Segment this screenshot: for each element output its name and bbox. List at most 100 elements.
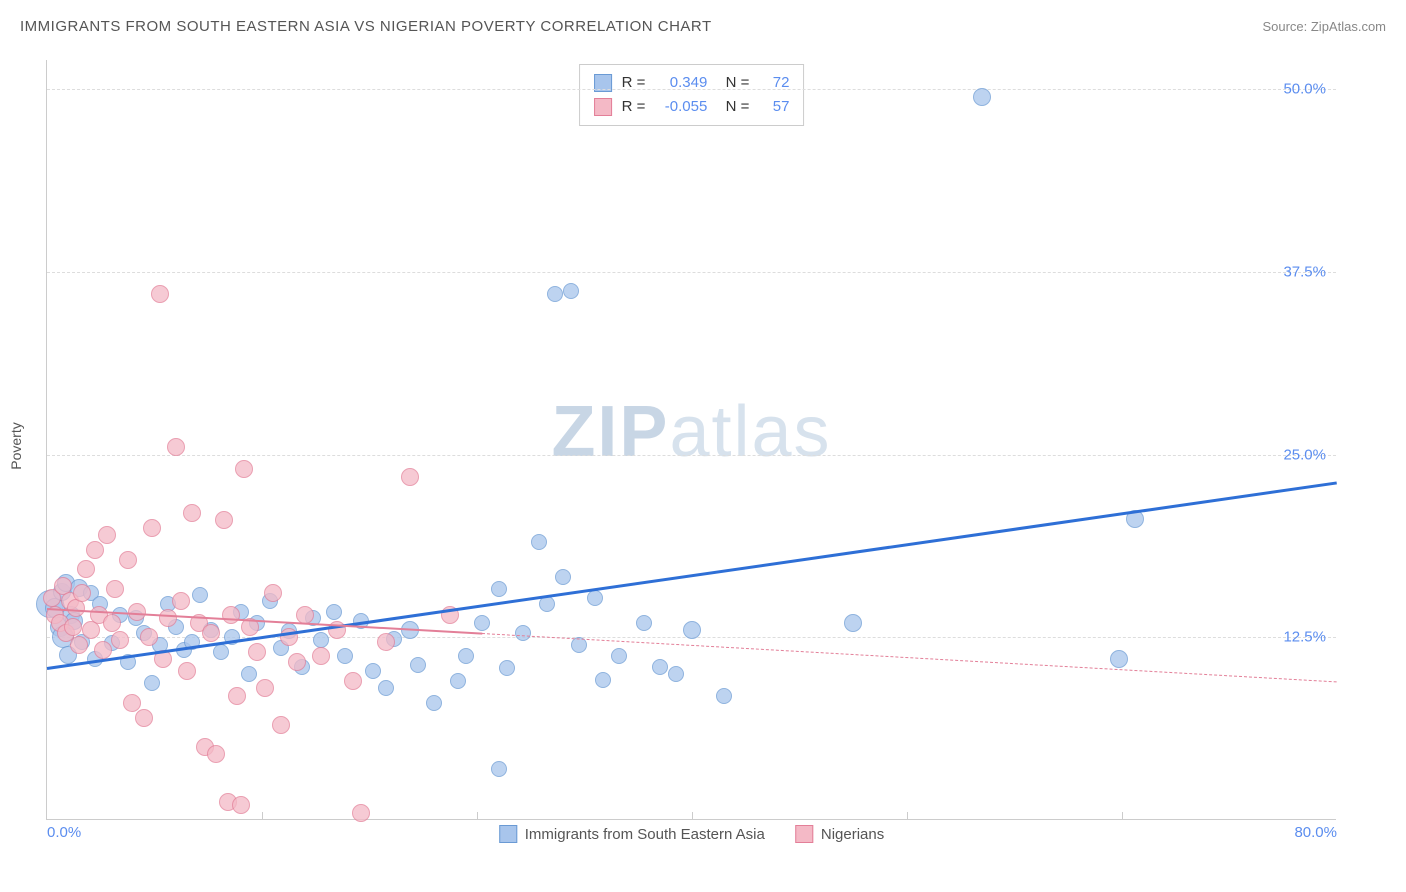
scatter-point-nigerians bbox=[167, 438, 185, 456]
scatter-point-nigerians bbox=[111, 631, 129, 649]
scatter-point-sea bbox=[555, 569, 571, 585]
scatter-point-sea bbox=[587, 590, 603, 606]
watermark: ZIPatlas bbox=[551, 390, 831, 472]
scatter-point-sea bbox=[426, 695, 442, 711]
y-axis-title: Poverty bbox=[8, 422, 24, 469]
x-tick-minor bbox=[262, 812, 263, 820]
stat-r-label: R = bbox=[622, 95, 646, 119]
gridline-h bbox=[47, 272, 1336, 273]
scatter-point-sea bbox=[144, 675, 160, 691]
scatter-point-nigerians bbox=[248, 643, 266, 661]
scatter-point-nigerians bbox=[98, 526, 116, 544]
scatter-point-sea bbox=[491, 581, 507, 597]
header: IMMIGRANTS FROM SOUTH EASTERN ASIA VS NI… bbox=[20, 18, 1386, 35]
scatter-point-sea bbox=[410, 657, 426, 673]
legend-series: Immigrants from South Eastern Asia Nigeri… bbox=[499, 825, 884, 843]
scatter-point-nigerians bbox=[352, 804, 370, 822]
scatter-point-nigerians bbox=[86, 541, 104, 559]
scatter-point-sea bbox=[668, 666, 684, 682]
scatter-point-sea bbox=[337, 648, 353, 664]
scatter-point-sea bbox=[499, 660, 515, 676]
scatter-point-nigerians bbox=[73, 584, 91, 602]
scatter-point-nigerians bbox=[222, 606, 240, 624]
y-tick-label: 50.0% bbox=[1283, 81, 1326, 98]
legend-item: Nigerians bbox=[795, 825, 884, 843]
scatter-point-nigerians bbox=[106, 580, 124, 598]
x-tick-minor bbox=[1122, 812, 1123, 820]
legend-stat-row: R = -0.055 N = 57 bbox=[594, 95, 790, 119]
x-tick-minor bbox=[477, 812, 478, 820]
gridline-h bbox=[47, 455, 1336, 456]
scatter-point-sea bbox=[716, 688, 732, 704]
stat-r-label: R = bbox=[622, 71, 646, 95]
scatter-point-sea bbox=[515, 625, 531, 641]
scatter-point-nigerians bbox=[344, 672, 362, 690]
scatter-point-nigerians bbox=[264, 584, 282, 602]
stat-r-value: -0.055 bbox=[655, 95, 707, 119]
x-tick-label: 80.0% bbox=[1294, 824, 1337, 841]
scatter-point-sea bbox=[378, 680, 394, 696]
stat-r-value: 0.349 bbox=[655, 71, 707, 95]
scatter-point-sea bbox=[450, 673, 466, 689]
scatter-point-nigerians bbox=[119, 551, 137, 569]
scatter-point-nigerians bbox=[135, 709, 153, 727]
legend-swatch bbox=[499, 825, 517, 843]
scatter-point-sea bbox=[241, 666, 257, 682]
legend-label: Immigrants from South Eastern Asia bbox=[525, 826, 765, 843]
legend-stat-row: R = 0.349 N = 72 bbox=[594, 71, 790, 95]
legend-swatch bbox=[594, 98, 612, 116]
scatter-point-nigerians bbox=[312, 647, 330, 665]
scatter-point-sea bbox=[474, 615, 490, 631]
scatter-point-nigerians bbox=[143, 519, 161, 537]
scatter-point-nigerians bbox=[140, 628, 158, 646]
scatter-point-sea bbox=[547, 286, 563, 302]
legend-label: Nigerians bbox=[821, 826, 884, 843]
scatter-point-nigerians bbox=[172, 592, 190, 610]
scatter-point-nigerians bbox=[70, 636, 88, 654]
scatter-point-sea bbox=[844, 614, 862, 632]
scatter-point-nigerians bbox=[401, 468, 419, 486]
scatter-point-sea bbox=[531, 534, 547, 550]
legend-swatch bbox=[795, 825, 813, 843]
scatter-point-nigerians bbox=[207, 745, 225, 763]
stat-n-value: 72 bbox=[759, 71, 789, 95]
scatter-point-nigerians bbox=[288, 653, 306, 671]
chart-title: IMMIGRANTS FROM SOUTH EASTERN ASIA VS NI… bbox=[20, 18, 712, 35]
scatter-point-sea bbox=[563, 283, 579, 299]
scatter-point-nigerians bbox=[232, 796, 250, 814]
scatter-point-sea bbox=[365, 663, 381, 679]
gridline-h bbox=[47, 89, 1336, 90]
scatter-point-nigerians bbox=[178, 662, 196, 680]
legend-stats: R = 0.349 N = 72 R = -0.055 N = 57 bbox=[579, 64, 805, 126]
scatter-point-nigerians bbox=[94, 641, 112, 659]
scatter-point-sea bbox=[192, 587, 208, 603]
scatter-point-sea bbox=[313, 632, 329, 648]
scatter-point-sea bbox=[636, 615, 652, 631]
scatter-point-nigerians bbox=[228, 687, 246, 705]
scatter-point-sea bbox=[326, 604, 342, 620]
y-tick-label: 37.5% bbox=[1283, 263, 1326, 280]
x-tick-label: 0.0% bbox=[47, 824, 81, 841]
scatter-point-nigerians bbox=[183, 504, 201, 522]
scatter-point-sea bbox=[491, 761, 507, 777]
y-tick-label: 12.5% bbox=[1283, 629, 1326, 646]
scatter-point-nigerians bbox=[64, 618, 82, 636]
x-tick-minor bbox=[907, 812, 908, 820]
x-tick-minor bbox=[692, 812, 693, 820]
scatter-point-sea bbox=[595, 672, 611, 688]
trend-line bbox=[47, 481, 1337, 670]
source-label: Source: ZipAtlas.com bbox=[1262, 19, 1386, 34]
scatter-point-sea bbox=[652, 659, 668, 675]
scatter-point-nigerians bbox=[159, 609, 177, 627]
scatter-point-nigerians bbox=[256, 679, 274, 697]
scatter-point-nigerians bbox=[202, 624, 220, 642]
stat-n-value: 57 bbox=[759, 95, 789, 119]
stat-n-label: N = bbox=[717, 95, 749, 119]
plot-area: ZIPatlas R =0.349 N =72R =-0.055 N =57 I… bbox=[46, 60, 1336, 820]
scatter-point-nigerians bbox=[377, 633, 395, 651]
scatter-point-nigerians bbox=[151, 285, 169, 303]
scatter-point-sea bbox=[213, 644, 229, 660]
stat-n-label: N = bbox=[717, 71, 749, 95]
scatter-point-sea bbox=[611, 648, 627, 664]
scatter-point-nigerians bbox=[272, 716, 290, 734]
